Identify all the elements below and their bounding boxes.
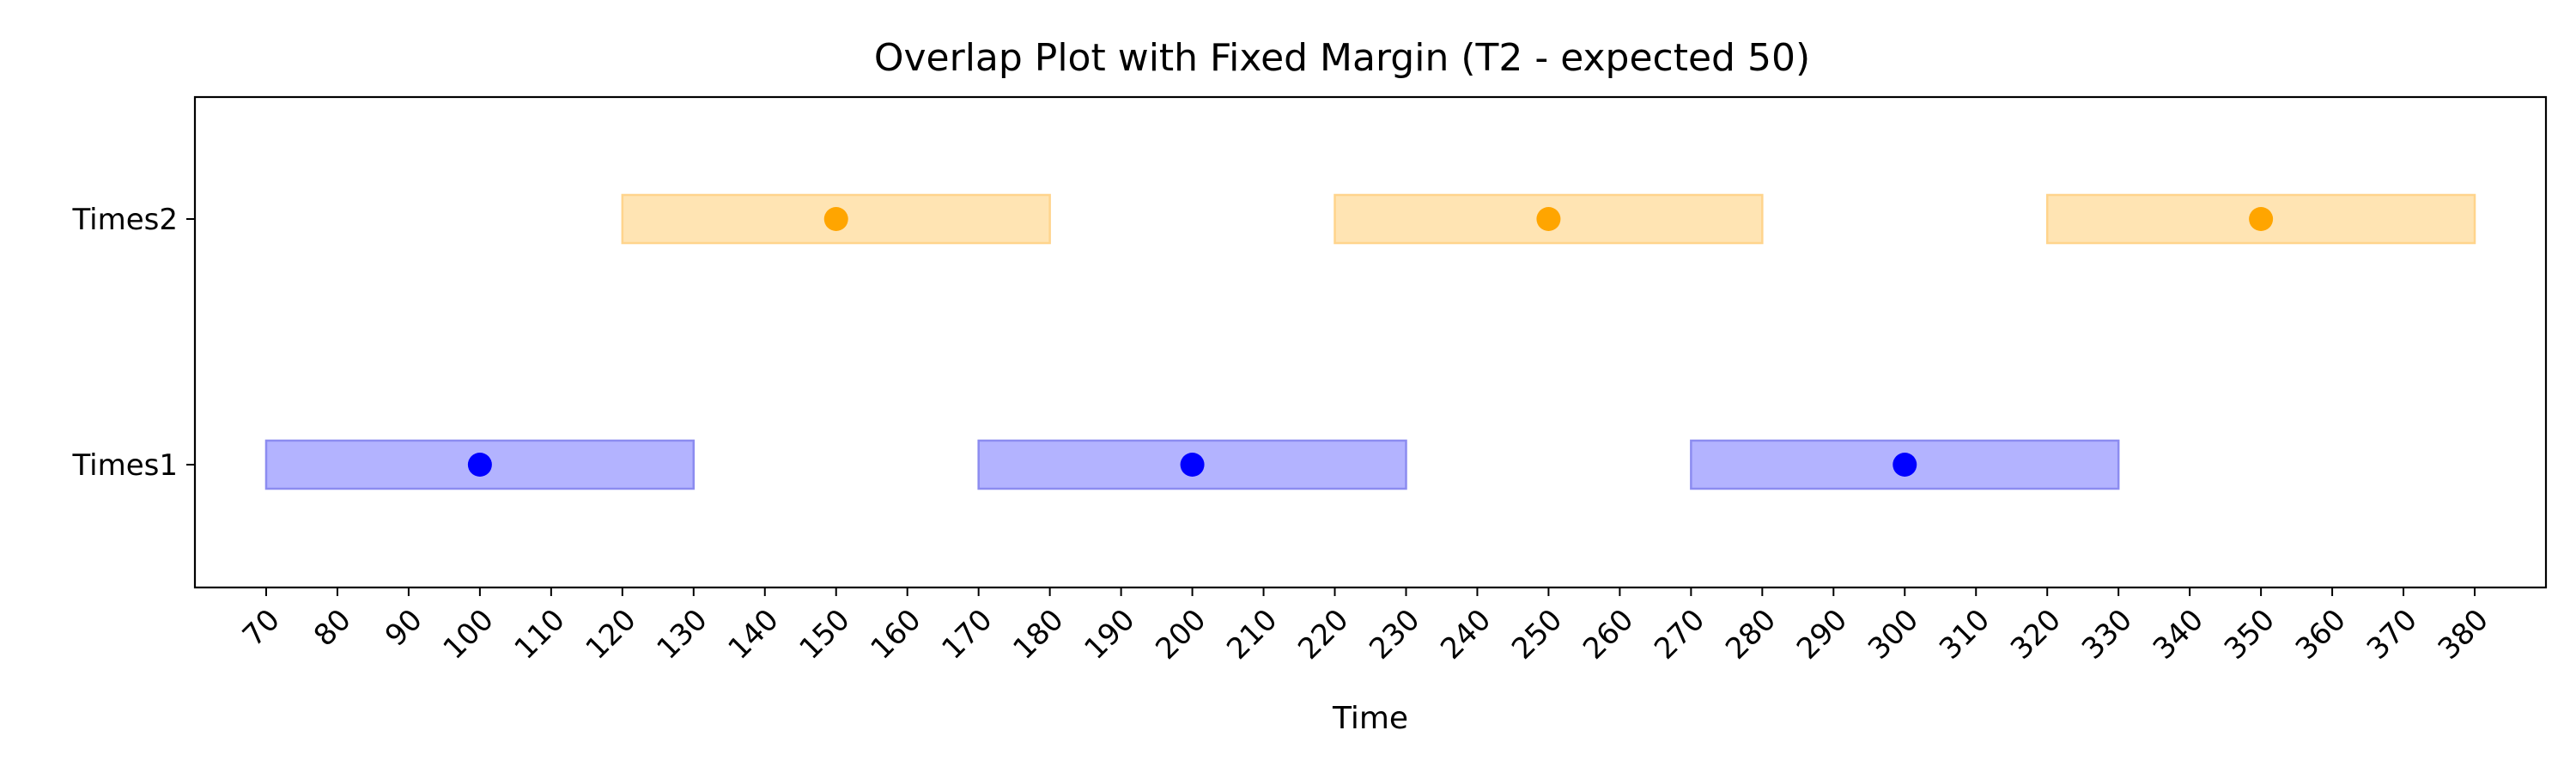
x-tick-label-100: 100 [437, 603, 501, 666]
x-tick-label-130: 130 [651, 603, 714, 666]
x-tick-label-170: 170 [935, 603, 999, 666]
points-layer [467, 207, 2274, 477]
y-axis: Times1 Times2 [71, 203, 195, 483]
x-tick-label-160: 160 [864, 603, 927, 666]
point-times1-1 [467, 453, 492, 477]
point-times1-3 [1893, 453, 1917, 477]
point-times2-1 [823, 207, 848, 231]
bars-layer [264, 193, 2476, 490]
x-tick-label-200: 200 [1149, 603, 1212, 666]
x-axis-label: Time [1332, 701, 1408, 736]
x-tick-label-350: 350 [2218, 603, 2281, 666]
point-times2-3 [2249, 207, 2274, 231]
x-tick-label-260: 260 [1577, 603, 1640, 666]
x-tick-label-220: 220 [1291, 603, 1355, 666]
x-tick-label-330: 330 [2075, 603, 2139, 666]
x-tick-label-70: 70 [236, 603, 287, 654]
x-tick-label-310: 310 [1933, 603, 1996, 666]
x-tick-label-280: 280 [1719, 603, 1783, 666]
x-tick-label-210: 210 [1220, 603, 1284, 666]
y-tick-label-times1: Times1 [71, 448, 178, 483]
x-tick-label-360: 360 [2289, 603, 2353, 666]
x-tick-label-250: 250 [1505, 603, 1569, 666]
x-tick-label-290: 290 [1790, 603, 1854, 666]
x-tick-label-150: 150 [793, 603, 856, 666]
x-tick-label-190: 190 [1078, 603, 1141, 666]
point-times2-2 [1536, 207, 1561, 231]
x-tick-label-80: 80 [307, 603, 358, 654]
x-tick-label-140: 140 [721, 603, 785, 666]
x-tick-label-380: 380 [2432, 603, 2495, 666]
x-axis: 70 80 90 100 110 120 130 140 150 160 170 180 190 200 2… [236, 587, 2495, 666]
x-tick-label-340: 340 [2147, 603, 2210, 666]
x-tick-label-270: 270 [1648, 603, 1711, 666]
x-tick-label-110: 110 [508, 603, 572, 666]
x-tick-label-180: 180 [1006, 603, 1070, 666]
x-tick-label-370: 370 [2360, 603, 2424, 666]
point-times1-2 [1180, 453, 1205, 477]
x-tick-label-240: 240 [1434, 603, 1498, 666]
x-tick-label-230: 230 [1363, 603, 1426, 666]
x-tick-label-320: 320 [2004, 603, 2068, 666]
x-tick-label-90: 90 [379, 603, 429, 654]
x-tick-label-300: 300 [1862, 603, 1925, 666]
plot-frame [193, 95, 2548, 589]
chart-title: Overlap Plot with Fixed Margin (T2 - exp… [874, 36, 1810, 80]
x-tick-label-120: 120 [580, 603, 643, 666]
y-tick-label-times2: Times2 [71, 203, 178, 237]
